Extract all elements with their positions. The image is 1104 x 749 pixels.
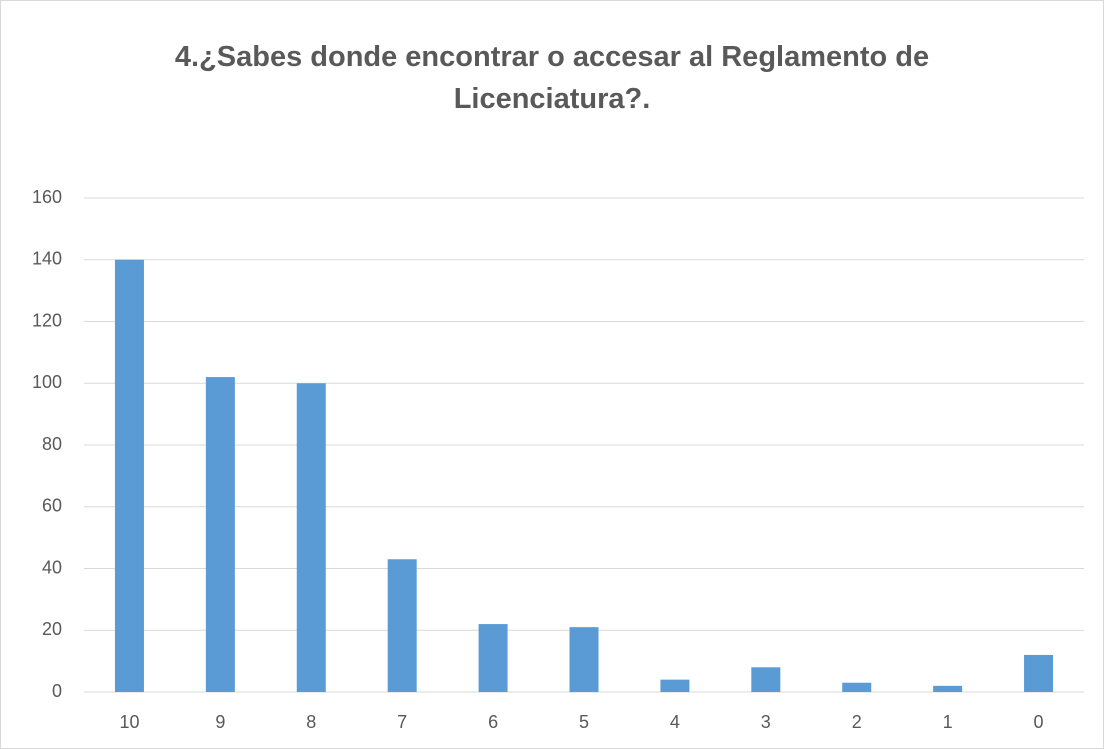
bar (1024, 654, 1054, 692)
x-tick-label: 9 (215, 712, 225, 732)
y-tick-label: 80 (42, 434, 62, 454)
x-tick-label: 5 (579, 712, 589, 732)
bar (114, 259, 144, 692)
bar (205, 377, 235, 692)
bar (842, 682, 872, 692)
x-tick-label: 2 (852, 712, 862, 732)
x-tick-label: 3 (761, 712, 771, 732)
y-tick-label: 0 (52, 681, 62, 701)
y-tick-label: 100 (32, 372, 62, 392)
chart-title: 4.¿Sabes donde encontrar o accesar al Re… (174, 41, 930, 115)
bar (660, 679, 690, 692)
bar (569, 627, 599, 692)
x-tick-label: 6 (488, 712, 498, 732)
x-tick-label: 1 (943, 712, 953, 732)
x-tick-label: 8 (306, 712, 316, 732)
bar (933, 685, 963, 692)
y-tick-label: 40 (42, 557, 62, 577)
y-tick-label: 120 (32, 310, 62, 330)
x-tick-label: 7 (397, 712, 407, 732)
bar (387, 559, 417, 692)
y-tick-label: 60 (42, 496, 62, 516)
y-tick-label: 140 (32, 249, 62, 269)
x-tick-label: 0 (1034, 712, 1044, 732)
x-tick-label: 10 (119, 712, 139, 732)
bar (296, 383, 326, 692)
y-tick-label: 20 (42, 619, 62, 639)
bar (478, 624, 508, 692)
y-tick-label: 160 (32, 187, 62, 207)
bar (751, 667, 781, 692)
x-tick-label: 4 (670, 712, 680, 732)
